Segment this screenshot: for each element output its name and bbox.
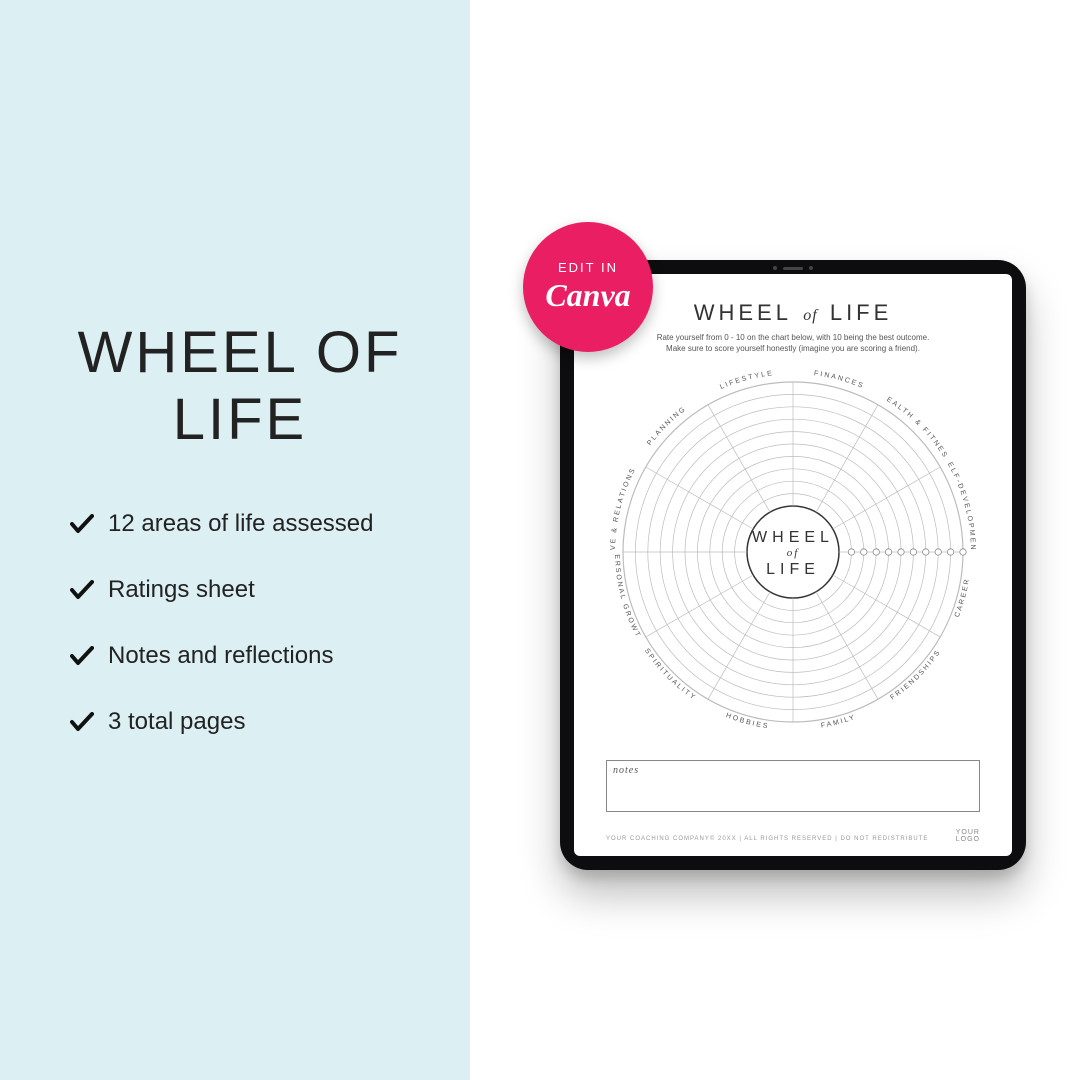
check-icon — [70, 580, 94, 600]
product-infographic: WHEEL OF LIFE 12 areas of life assessed R… — [0, 0, 1080, 1080]
svg-text:of: of — [787, 547, 800, 559]
svg-text:FINANCES: FINANCES — [814, 370, 866, 390]
feature-text: 3 total pages — [108, 708, 245, 736]
headline: WHEEL OF LIFE — [55, 320, 425, 453]
tablet-camera — [768, 265, 818, 271]
sheet-subtitle: Rate yourself from 0 - 10 on the chart b… — [604, 332, 982, 354]
feature-text: Ratings sheet — [108, 576, 255, 604]
check-icon — [70, 712, 94, 732]
wheel-chart: FINANCESHEALTH & FITNESSSELF-DEVELOPMENT… — [603, 362, 983, 742]
sheet-footer: YOUR COACHING COMPANY© 20XX | ALL RIGHTS… — [606, 836, 928, 842]
notes-label: notes — [607, 761, 979, 780]
logo-placeholder: YOUR LOGO — [956, 829, 980, 844]
sheet-sub-line2: Make sure to score yourself honestly (im… — [604, 343, 982, 354]
sheet-title-of: of — [803, 307, 817, 324]
sheet-title-pre: WHEEL — [694, 300, 791, 325]
feature-text: Notes and reflections — [108, 642, 333, 670]
logo-line1: YOUR — [956, 829, 980, 837]
tablet-screen: WHEEL of LIFE Rate yourself from 0 - 10 … — [574, 274, 1012, 856]
badge-line2: Canva — [545, 277, 630, 314]
check-icon — [70, 514, 94, 534]
sheet-title-post: LIFE — [830, 300, 892, 325]
feature-row: 12 areas of life assessed — [70, 510, 374, 538]
wheel-svg: FINANCESHEALTH & FITNESSSELF-DEVELOPMENT… — [603, 362, 983, 742]
svg-text:SPIRITUALITY: SPIRITUALITY — [643, 648, 698, 703]
svg-text:LOVE & RELATIONSHIP: LOVE & RELATIONSHIP — [603, 362, 638, 550]
feature-list: 12 areas of life assessed Ratings sheet No… — [70, 510, 374, 736]
sheet-sub-line1: Rate yourself from 0 - 10 on the chart b… — [604, 332, 982, 343]
feature-text: 12 areas of life assessed — [108, 510, 374, 538]
headline-line1: WHEEL OF — [55, 320, 425, 387]
feature-row: Notes and reflections — [70, 642, 374, 670]
tablet-mockup: WHEEL of LIFE Rate yourself from 0 - 10 … — [560, 260, 1026, 870]
headline-line2: LIFE — [55, 387, 425, 454]
feature-row: Ratings sheet — [70, 576, 374, 604]
canva-badge: EDIT IN Canva — [523, 222, 653, 352]
feature-row: 3 total pages — [70, 708, 374, 736]
logo-line2: LOGO — [956, 836, 980, 844]
notes-box: notes — [606, 760, 980, 812]
svg-text:HOBBIES: HOBBIES — [725, 712, 770, 730]
check-icon — [70, 646, 94, 666]
svg-text:FRIENDSHIPS: FRIENDSHIPS — [889, 648, 942, 701]
svg-text:WHEEL: WHEEL — [752, 529, 834, 546]
svg-text:LIFE: LIFE — [766, 561, 820, 578]
badge-line1: EDIT IN — [558, 260, 618, 275]
